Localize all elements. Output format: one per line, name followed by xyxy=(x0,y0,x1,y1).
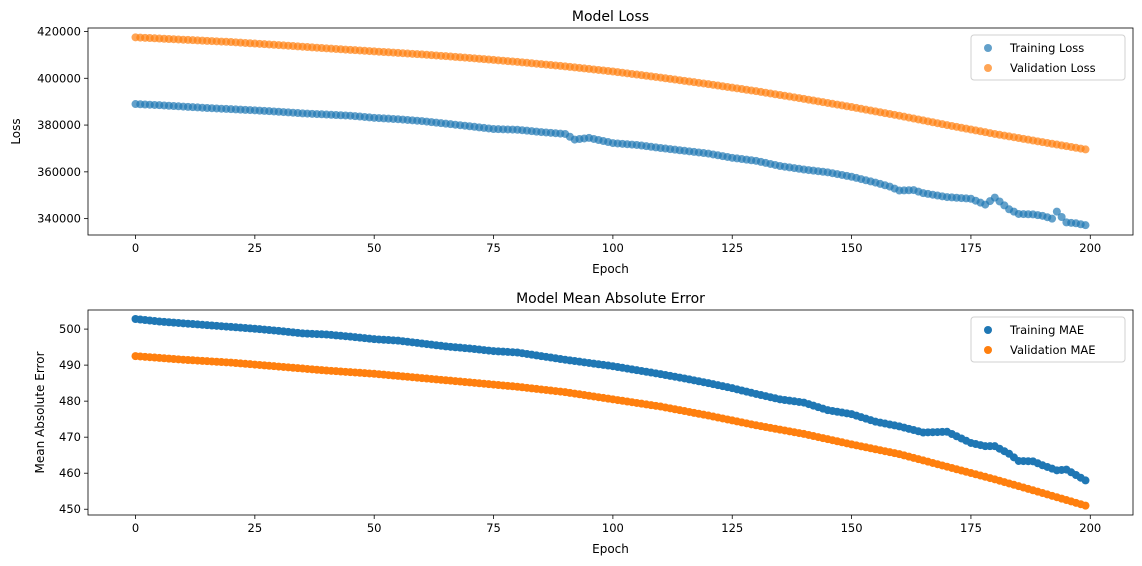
series-1 xyxy=(131,100,1090,230)
y-axis-label: Mean Absolute Error xyxy=(33,351,47,473)
chart-1: Model Loss 0 25 50 75 100 125 150 175 200 340000 36… xyxy=(9,9,1134,276)
x-tick-label: 125 xyxy=(721,241,743,255)
x-tick-label: 75 xyxy=(486,241,501,255)
y-tick-label: 400000 xyxy=(37,71,81,85)
data-point xyxy=(1081,221,1090,230)
x-axis-label: Epoch xyxy=(592,262,629,276)
legend-box xyxy=(970,316,1126,363)
plot-area xyxy=(131,315,1090,510)
data-point xyxy=(1081,476,1090,485)
y-tick-label: 500 xyxy=(59,322,81,336)
x-tick-label: 75 xyxy=(486,521,501,535)
x-tick-label: 100 xyxy=(602,241,624,255)
legend-marker xyxy=(984,346,992,354)
y-tick-label: 480 xyxy=(59,394,81,408)
x-tick-label: 125 xyxy=(721,521,743,535)
legend-label: Validation Loss xyxy=(1010,61,1096,75)
y-tick-label: 360000 xyxy=(37,165,81,179)
data-point xyxy=(1081,145,1090,154)
legend: Training Loss Validation Loss xyxy=(970,34,1126,81)
series-2 xyxy=(131,33,1090,154)
y-tick-label: 420000 xyxy=(37,25,81,39)
x-tick-label: 50 xyxy=(367,521,382,535)
x-tick-label: 200 xyxy=(1079,241,1101,255)
y-tick-label: 340000 xyxy=(37,212,81,226)
legend-label: Training MAE xyxy=(1009,323,1084,337)
x-tick-label: 0 xyxy=(132,241,139,255)
data-point xyxy=(1048,214,1057,223)
data-point xyxy=(1057,212,1066,221)
chart-2: Model Mean Absolute Error 0 25 50 75 100 125 15… xyxy=(33,291,1134,556)
data-point xyxy=(1052,207,1061,216)
x-tick-label: 150 xyxy=(841,241,863,255)
axes-frame xyxy=(87,309,1134,516)
y-tick-label: 460 xyxy=(59,466,81,480)
x-tick-label: 175 xyxy=(960,241,982,255)
legend-marker xyxy=(984,64,992,72)
plot-area xyxy=(131,33,1090,230)
legend-box xyxy=(970,34,1126,81)
series-2 xyxy=(131,352,1090,510)
x-tick-label: 200 xyxy=(1079,521,1101,535)
legend: Training MAE Validation MAE xyxy=(970,316,1126,363)
x-tick-label: 100 xyxy=(602,521,624,535)
series-1 xyxy=(131,315,1090,485)
legend-label: Training Loss xyxy=(1009,41,1084,55)
y-tick-label: 380000 xyxy=(37,118,81,132)
y-tick-label: 450 xyxy=(59,502,81,516)
y-axis-label: Loss xyxy=(9,118,23,144)
y-tick-label: 470 xyxy=(59,430,81,444)
chart-title: Model Loss xyxy=(572,9,649,25)
axes-frame xyxy=(87,27,1134,236)
legend-marker xyxy=(984,44,992,52)
chart-title: Model Mean Absolute Error xyxy=(516,291,705,307)
x-tick-label: 25 xyxy=(248,521,263,535)
x-tick-label: 25 xyxy=(248,241,263,255)
y-tick-label: 490 xyxy=(59,358,81,372)
x-tick-label: 175 xyxy=(960,521,982,535)
x-tick-label: 150 xyxy=(841,521,863,535)
x-axis-label: Epoch xyxy=(592,542,629,556)
x-tick-label: 0 xyxy=(132,521,139,535)
x-tick-label: 50 xyxy=(367,241,382,255)
legend-marker xyxy=(984,326,992,334)
legend-label: Validation MAE xyxy=(1010,343,1096,357)
data-point xyxy=(1081,501,1090,510)
